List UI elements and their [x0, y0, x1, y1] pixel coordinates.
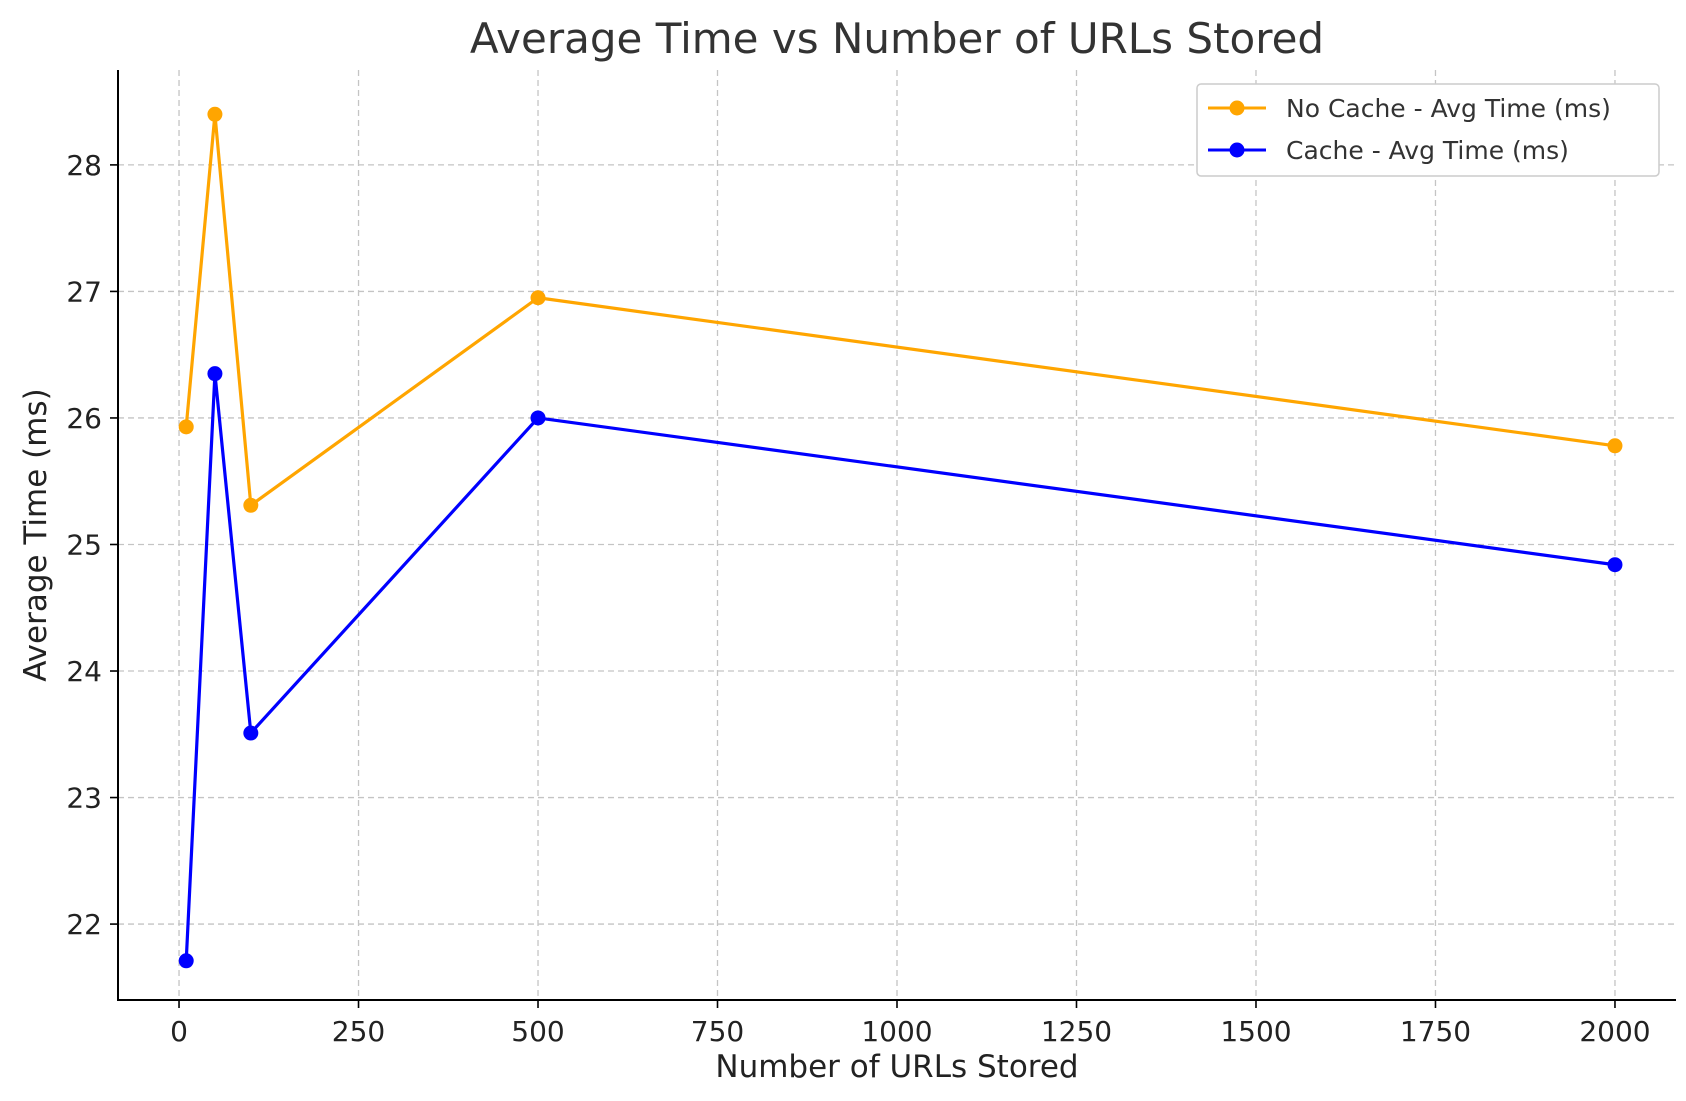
x-tick-label: 1250	[1041, 1015, 1112, 1048]
data-point-cache-avg-time-ms	[243, 725, 259, 741]
data-point-no-cache-avg-time-ms	[1607, 438, 1623, 454]
data-point-no-cache-avg-time-ms	[530, 290, 546, 306]
x-tick-label: 250	[332, 1015, 385, 1048]
x-tick-label: 1000	[861, 1015, 932, 1048]
series-line-cache-avg-time-ms	[184, 372, 1616, 961]
y-tick-label: 27	[66, 275, 102, 308]
y-tick-label: 23	[66, 782, 102, 815]
legend-marker-cache	[1229, 142, 1245, 158]
x-tick-label: 750	[691, 1015, 744, 1048]
y-tick-label: 26	[66, 402, 102, 435]
y-axis-label: Average Time (ms)	[18, 388, 54, 681]
data-point-no-cache-avg-time-ms	[243, 497, 259, 513]
data-point-cache-avg-time-ms	[530, 410, 546, 426]
series	[178, 106, 1623, 969]
y-tick-label: 28	[66, 149, 102, 182]
data-point-cache-avg-time-ms	[178, 953, 194, 969]
chart-title: Average Time vs Number of URLs Stored	[470, 14, 1324, 63]
legend-marker-no-cache	[1229, 100, 1245, 116]
data-point-no-cache-avg-time-ms	[178, 419, 194, 435]
grid	[118, 70, 1676, 1000]
data-point-cache-avg-time-ms	[1607, 557, 1623, 573]
x-tick-label: 500	[511, 1015, 564, 1048]
legend-box	[1196, 83, 1660, 177]
data-point-cache-avg-time-ms	[207, 366, 223, 382]
x-axis-label: Number of URLs Stored	[715, 1049, 1078, 1085]
x-tick-label: 1750	[1400, 1015, 1471, 1048]
legend-label-no-cache: No Cache - Avg Time (ms)	[1286, 94, 1611, 123]
y-tick-label: 25	[66, 528, 102, 561]
x-tick-label: 0	[170, 1015, 188, 1048]
x-tick-label: 2000	[1579, 1015, 1650, 1048]
y-tick-label: 22	[66, 908, 102, 941]
legend-label-cache: Cache - Avg Time (ms)	[1286, 136, 1569, 165]
ticks: 0 250 500 750 1000 1250 1500 1750 2000 22 23 24 25 26…	[66, 149, 1650, 1048]
data-point-no-cache-avg-time-ms	[207, 106, 223, 122]
legend: No Cache - Avg Time (ms) Cache - Avg Tim…	[1196, 83, 1660, 177]
y-tick-label: 24	[66, 655, 102, 688]
x-tick-label: 1500	[1220, 1015, 1291, 1048]
